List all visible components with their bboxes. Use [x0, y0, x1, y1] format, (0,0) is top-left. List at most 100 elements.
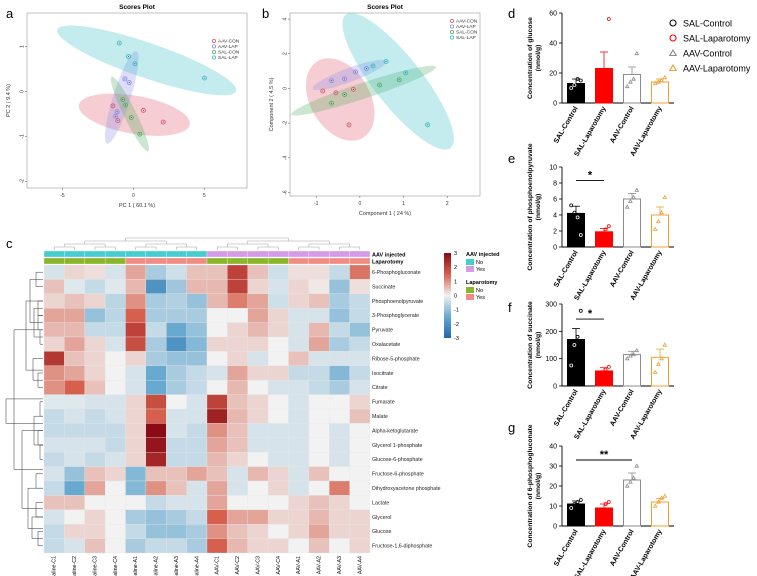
point-aav-con: [320, 88, 326, 94]
heatmap-cell: [43, 365, 65, 381]
heatmap-cell: [247, 336, 269, 352]
column-dendrogram-branch: [227, 243, 269, 247]
annotation-aav-cell: [206, 250, 228, 258]
row-label: Phosphoenolpyruvate: [372, 299, 423, 305]
heatmap-cell: [125, 336, 147, 352]
annotation-aav-cell: [308, 250, 330, 258]
point-center: [344, 94, 346, 96]
data-point: [662, 194, 668, 199]
heatmap-cell: [43, 423, 65, 438]
heatmap-cell: [186, 452, 208, 467]
y-axis-label: Concentration of 6-phosphogluconate: [527, 424, 534, 547]
legend-marker-sal-con: [211, 50, 216, 55]
heatmap-cell: [267, 509, 289, 525]
heatmap-cell: [186, 322, 208, 338]
point-center: [117, 120, 119, 122]
point-center: [112, 105, 114, 107]
point-aav-lap: [363, 66, 369, 71]
heatmap-cell: [166, 264, 187, 280]
heatmap-cell: [166, 322, 187, 338]
data-point: [575, 77, 580, 81]
bar-aav-control: [623, 74, 641, 104]
point-aav-lap: [342, 76, 348, 82]
heatmap-cell: [308, 264, 330, 280]
data-point: [628, 79, 633, 84]
column-dendrogram-branch: [216, 246, 238, 250]
point-center: [379, 84, 381, 86]
heatmap-cell: [349, 452, 371, 467]
row-label: Glucose: [372, 529, 391, 535]
heatmap-cell: [104, 538, 126, 554]
heatmap-cell: [186, 466, 208, 482]
heatmap-cell: [84, 279, 106, 294]
heatmap-cell: [125, 322, 147, 338]
heatmap-cell: [308, 437, 330, 453]
heatmap-cell: [329, 264, 350, 280]
column-dendrogram-branch: [247, 240, 330, 244]
annotation-lap-label: Laparotomy: [372, 260, 404, 266]
heatmap-cell: [308, 351, 330, 366]
heatmap-cell: [308, 466, 330, 482]
row-label: Malate: [372, 414, 388, 420]
x-axis-label: PC 1 ( 60.1 %): [119, 203, 155, 209]
legend-title-lap: Laparotomy: [466, 280, 498, 286]
point-aav-lap: [126, 80, 132, 86]
column-dendrogram-branch: [94, 246, 116, 250]
point-aav-con: [115, 118, 121, 124]
category-label: AAV-Laparotomy: [630, 249, 664, 301]
heatmap-cell: [267, 408, 289, 424]
heatmap-cell: [145, 538, 167, 554]
heatmap-cell: [84, 394, 106, 410]
heatmap-cell: [288, 538, 310, 554]
column-dendrogram-branch: [84, 240, 167, 244]
heatmap-cell: [125, 293, 147, 309]
heatmap-cell: [349, 336, 371, 352]
heatmap-cell: [125, 538, 147, 554]
heatmap-cell: [227, 279, 248, 294]
ellipse-sal-con: [110, 76, 150, 152]
heatmap-cell: [64, 452, 85, 467]
heatmap-cell: [288, 452, 310, 467]
heatmap-cell: [267, 264, 289, 280]
point-center: [348, 124, 350, 126]
heatmap-cell: [308, 538, 330, 554]
heatmap-cell: [267, 279, 289, 294]
heatmap-cell: [329, 408, 350, 424]
heatmap-cell: [104, 322, 126, 338]
heatmap-cell: [43, 351, 65, 366]
heatmap-cell: [247, 322, 269, 338]
point-center: [344, 78, 346, 80]
column-dendrogram-branch: [53, 246, 75, 250]
heatmap-cell: [206, 466, 228, 482]
legend-marker-sal-control: [669, 19, 677, 27]
annotation-aav-cell: [349, 250, 371, 258]
row-label: Ribose-5-phosphate: [372, 356, 420, 362]
y-tick-label: 0: [553, 384, 557, 391]
column-label: Saline-C4: [113, 556, 119, 576]
annotation-aav-label: AAV injected: [372, 253, 406, 259]
data-point: [634, 187, 640, 192]
heatmap-cell: [84, 264, 106, 280]
heatmap-cell: [84, 365, 106, 381]
heatmap-cell: [43, 279, 65, 294]
data-point: [652, 503, 658, 508]
heatmap-cell: [104, 365, 126, 381]
heatmap-cell: [125, 408, 147, 424]
bar-sal-control: [567, 212, 585, 248]
category-label: SAL-Laparotomy: [573, 528, 607, 576]
heatmap-cell: [206, 538, 228, 554]
heatmap-cell: [43, 308, 65, 323]
column-label: Saline-A2: [154, 556, 160, 576]
legend-label-lap-no: No: [476, 288, 483, 294]
annotation-aav-cell: [43, 250, 65, 258]
point-sal-con: [377, 82, 382, 88]
row-dendrogram-branch: [35, 502, 43, 518]
heatmap-cell: [145, 524, 167, 539]
heatmap-cell: [64, 365, 85, 381]
annotation-lap-cell: [206, 257, 228, 265]
data-point: [662, 493, 668, 498]
point-center: [427, 124, 429, 126]
data-point: [578, 233, 583, 237]
column-dendrogram-branch: [298, 246, 320, 250]
heatmap-cell: [206, 336, 228, 352]
